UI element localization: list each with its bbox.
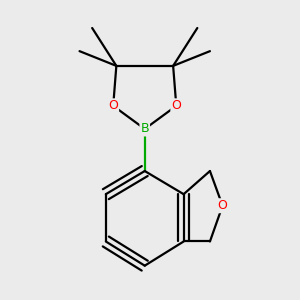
Text: B: B xyxy=(140,122,149,136)
Text: O: O xyxy=(171,99,181,112)
Text: O: O xyxy=(108,99,118,112)
Text: O: O xyxy=(218,199,227,212)
